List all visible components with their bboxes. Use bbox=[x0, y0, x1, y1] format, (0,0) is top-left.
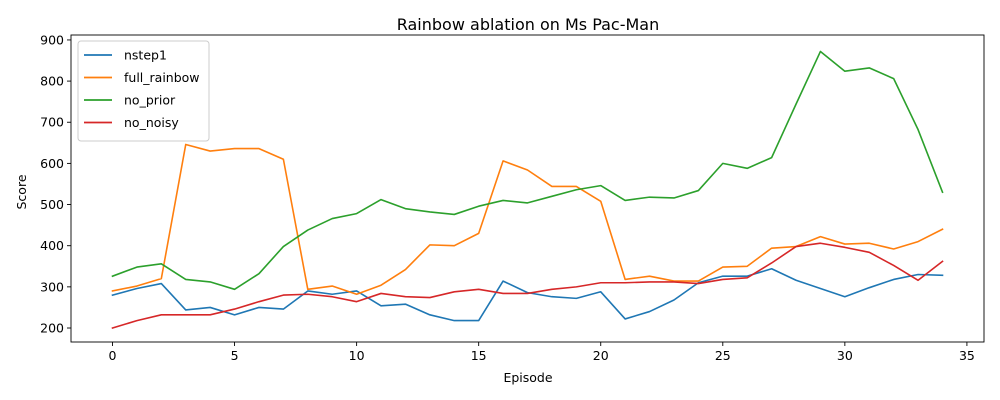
legend-label-no_prior: no_prior bbox=[124, 93, 176, 108]
legend-label-nstep1: nstep1 bbox=[124, 48, 167, 63]
y-tick-label: 700 bbox=[40, 115, 64, 130]
axes-frame bbox=[70, 34, 985, 343]
x-tick-label: 5 bbox=[231, 348, 239, 363]
chart-title: Rainbow ablation on Ms Pac-Man bbox=[397, 15, 660, 34]
y-tick-label: 900 bbox=[40, 32, 64, 47]
series-line-full_rainbow bbox=[111, 143, 944, 296]
y-tick-label: 300 bbox=[40, 279, 64, 294]
plot-area: 0 5 10 15 20 25 30 35 200 300 400 500 600 700 800 900 bbox=[40, 32, 985, 363]
x-tick-label: 0 bbox=[109, 348, 117, 363]
y-tick-label: 400 bbox=[40, 238, 64, 253]
legend: nstep1 full_rainbow no_prior no_noisy bbox=[77, 40, 210, 142]
legend-box bbox=[77, 40, 210, 142]
y-tick-label: 600 bbox=[40, 156, 64, 171]
series-line-no_noisy bbox=[111, 242, 944, 330]
x-tick-label: 35 bbox=[959, 348, 975, 363]
x-tick-label: 20 bbox=[593, 348, 609, 363]
y-tick-label: 200 bbox=[40, 321, 64, 336]
y-tick-label: 800 bbox=[40, 74, 64, 89]
legend-label-full_rainbow: full_rainbow bbox=[124, 70, 200, 85]
series-line-nstep1 bbox=[111, 267, 944, 322]
legend-label-no_noisy: no_noisy bbox=[124, 115, 179, 130]
y-axis-label: Score bbox=[14, 174, 29, 209]
x-tick-label: 10 bbox=[349, 348, 365, 363]
x-tick-label: 15 bbox=[471, 348, 487, 363]
x-axis-label: Episode bbox=[503, 370, 552, 385]
x-tick-label: 25 bbox=[715, 348, 731, 363]
x-tick-label: 30 bbox=[837, 348, 853, 363]
series-line-no_prior bbox=[111, 50, 944, 291]
y-tick-label: 500 bbox=[40, 197, 64, 212]
